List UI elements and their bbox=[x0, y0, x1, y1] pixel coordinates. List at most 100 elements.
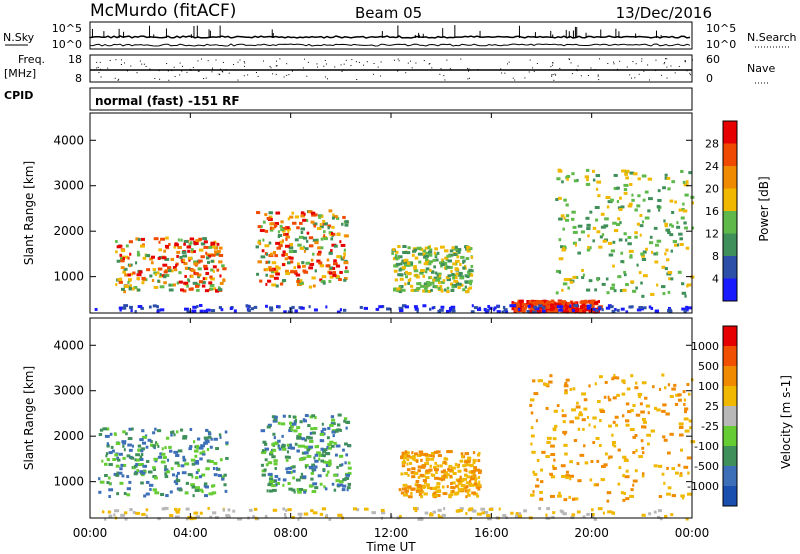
echo-cell bbox=[161, 256, 167, 260]
echo-cell bbox=[162, 456, 167, 460]
echo-cell bbox=[271, 455, 276, 459]
echo-cell bbox=[416, 246, 422, 250]
echo-cell bbox=[656, 408, 661, 412]
echo-cell bbox=[604, 217, 609, 221]
echo-cell bbox=[681, 207, 685, 211]
nave-dot bbox=[678, 66, 680, 68]
nave-dot bbox=[551, 75, 553, 77]
echo-cell bbox=[625, 176, 629, 180]
echo-cell bbox=[166, 266, 172, 270]
echo-cell bbox=[294, 238, 299, 242]
echo-cell bbox=[343, 419, 346, 423]
echo-cell bbox=[556, 404, 560, 408]
echo-cell bbox=[289, 443, 292, 447]
nave-dot bbox=[394, 59, 396, 61]
echo-cell bbox=[415, 459, 419, 463]
echo-cell bbox=[429, 486, 434, 490]
echo-cell bbox=[662, 403, 667, 407]
echo-cell bbox=[305, 218, 309, 222]
echo-cell bbox=[421, 490, 425, 494]
echo-cell bbox=[424, 289, 429, 293]
echo-cell bbox=[212, 511, 217, 515]
echo-cell bbox=[269, 450, 274, 454]
echo-cell bbox=[213, 473, 218, 477]
echo-cell bbox=[309, 439, 314, 443]
echo-cell bbox=[140, 453, 144, 457]
nave-dot bbox=[443, 75, 445, 77]
echo-cell bbox=[292, 476, 296, 480]
echo-cell bbox=[641, 254, 646, 258]
echo-cell bbox=[298, 457, 304, 461]
echo-cell bbox=[210, 309, 216, 313]
echo-cell bbox=[682, 202, 685, 206]
echo-cell bbox=[578, 413, 584, 417]
echo-cell bbox=[252, 515, 255, 519]
echo-cell bbox=[656, 239, 662, 243]
header: McMurdo (fitACF) Beam 05 13/Dec/2016 bbox=[90, 1, 712, 22]
echo-cell bbox=[428, 468, 433, 472]
echo-cell bbox=[142, 435, 147, 439]
nave-dot bbox=[243, 65, 245, 67]
nave-dot bbox=[684, 59, 686, 61]
echo-cell bbox=[301, 437, 306, 441]
echo-cell bbox=[153, 237, 159, 241]
echo-cell bbox=[269, 452, 274, 456]
echo-cell bbox=[462, 464, 467, 468]
nave-dot bbox=[423, 60, 425, 62]
echo-cell bbox=[445, 276, 450, 280]
echo-cell bbox=[470, 255, 474, 259]
echo-cell bbox=[451, 285, 455, 289]
echo-cell bbox=[531, 301, 535, 305]
echo-cell bbox=[605, 277, 609, 281]
echo-cell bbox=[678, 425, 684, 429]
echo-cell bbox=[304, 414, 309, 418]
echo-cell bbox=[320, 237, 324, 241]
echo-cell bbox=[270, 226, 273, 230]
echo-cell bbox=[586, 288, 591, 292]
echo-cell bbox=[448, 306, 453, 310]
echo-cell bbox=[198, 303, 203, 307]
echo-cell bbox=[308, 285, 313, 289]
echo-cell bbox=[620, 205, 625, 209]
echo-cell bbox=[674, 200, 677, 204]
range-tick-label: 2000 bbox=[53, 224, 84, 238]
echo-cell bbox=[657, 515, 661, 519]
echo-cell bbox=[573, 310, 577, 314]
echo-cell bbox=[617, 275, 622, 279]
echo-cell bbox=[264, 244, 270, 248]
echo-cell bbox=[152, 304, 157, 308]
echo-cell bbox=[304, 445, 309, 449]
noise-panel: N.Sky 10^5 10^0 10^5 10^0 N.Search bbox=[3, 21, 797, 51]
echo-cell bbox=[496, 310, 501, 314]
echo-cell bbox=[529, 403, 533, 407]
colorbar-tick-label: -1000 bbox=[687, 480, 719, 493]
echo-cell bbox=[662, 186, 666, 190]
echo-cell bbox=[167, 269, 172, 273]
echo-cell bbox=[309, 262, 315, 266]
echo-cell bbox=[216, 252, 220, 256]
echo-cell bbox=[502, 513, 507, 517]
echo-cell bbox=[529, 310, 534, 314]
echo-cell bbox=[282, 483, 285, 487]
echo-cell bbox=[542, 302, 548, 306]
echo-cell bbox=[638, 395, 641, 399]
echo-cell bbox=[288, 414, 292, 418]
echo-cell bbox=[433, 276, 438, 280]
echo-cell bbox=[596, 180, 602, 184]
echo-cell bbox=[631, 198, 635, 202]
echo-cell bbox=[134, 310, 137, 314]
echo-cell bbox=[164, 465, 167, 469]
echo-cell bbox=[666, 466, 669, 470]
echo-cell bbox=[313, 224, 317, 228]
echo-cell bbox=[557, 300, 563, 304]
echo-cell bbox=[205, 251, 208, 255]
echo-cell bbox=[457, 463, 461, 467]
echo-cell bbox=[612, 240, 616, 244]
echo-cell bbox=[154, 273, 157, 277]
echo-cell bbox=[561, 288, 564, 292]
nave-dot bbox=[192, 67, 194, 69]
echo-cell bbox=[146, 459, 150, 463]
echo-cell bbox=[347, 461, 351, 465]
echo-cell bbox=[345, 426, 348, 430]
